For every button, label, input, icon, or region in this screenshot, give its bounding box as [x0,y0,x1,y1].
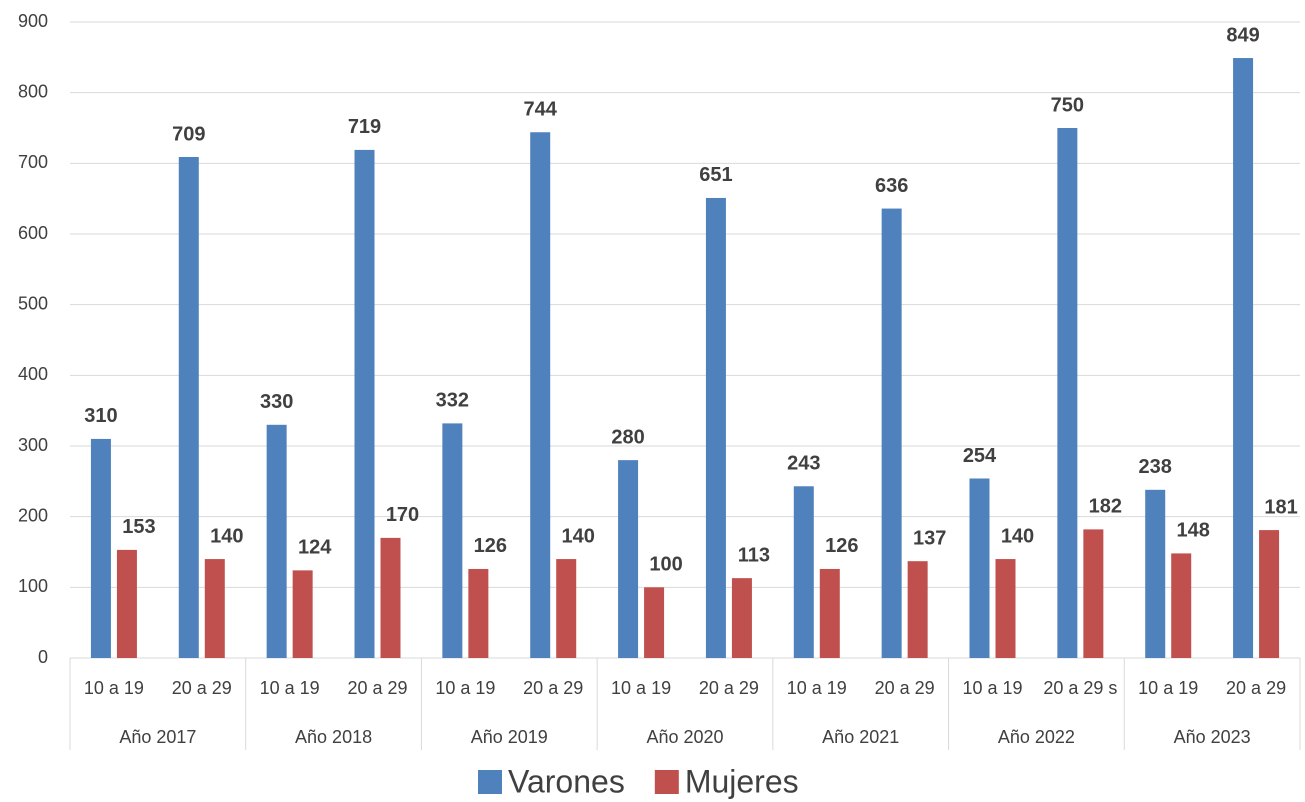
value-label: 140 [562,525,595,547]
value-label: 636 [875,175,908,197]
y-tick-label: 0 [38,647,48,667]
y-tick-label: 700 [18,152,48,172]
bar [90,438,111,658]
value-label: 170 [386,504,419,526]
value-label: 254 [963,445,997,467]
group-label: Año 2023 [1174,727,1251,747]
value-label: 100 [649,554,682,576]
bar [1171,553,1192,658]
y-tick-label: 100 [18,576,48,596]
bar [380,537,401,658]
y-tick-label: 600 [18,223,48,243]
group-label: Año 2020 [646,727,723,747]
x-tick-label: 10 a 19 [1138,678,1198,698]
bar [705,197,726,658]
group-label: Año 2022 [998,727,1075,747]
bar [907,561,928,658]
value-label: 310 [84,405,117,427]
value-label: 140 [1001,525,1034,547]
bar [442,423,463,658]
bar [292,570,313,658]
value-label: 651 [699,164,732,186]
bar [618,460,639,658]
value-label: 709 [172,123,205,145]
x-tick-label: 10 a 19 [435,678,495,698]
value-label: 140 [210,525,243,547]
bar [468,568,489,658]
value-label: 148 [1177,520,1210,542]
y-tick-label: 800 [18,81,48,101]
value-label: 113 [738,544,770,566]
y-tick-label: 300 [18,435,48,455]
bar [266,424,287,658]
x-tick-label: 10 a 19 [260,678,320,698]
bar [819,568,840,658]
bar [1233,58,1254,659]
value-label: 182 [1089,496,1122,518]
x-tick-label: 10 a 19 [962,678,1022,698]
x-tick-label: 20 a 29 [172,678,232,698]
value-label: 126 [474,535,507,557]
value-label: 181 [1264,496,1297,518]
bar [881,208,902,658]
value-label: 330 [260,391,293,413]
bar [793,486,814,658]
value-label: 153 [122,516,155,538]
bar [116,549,137,658]
bar [995,559,1016,658]
bar [1145,489,1166,658]
x-tick-label: 10 a 19 [787,678,847,698]
legend-swatch [654,770,679,794]
x-tick-label: 20 a 29 [523,678,583,698]
group-label: Año 2019 [471,727,548,747]
y-tick-label: 900 [18,11,48,31]
bar [1083,529,1104,658]
bar [1259,530,1280,658]
value-label: 238 [1139,456,1172,478]
value-label: 849 [1226,24,1259,46]
bar [731,578,752,658]
bar [556,559,577,658]
bar [969,478,990,658]
bar [1057,128,1078,658]
x-tick-label: 10 a 19 [611,678,671,698]
bar [354,149,375,658]
group-label: Año 2018 [295,727,372,747]
y-tick-label: 200 [18,505,48,525]
bar [178,156,199,658]
x-tick-label: 20 a 29 s [1043,678,1117,698]
value-label: 744 [524,99,558,121]
value-label: 280 [611,426,644,448]
legend-label: Mujeres [685,763,799,799]
x-tick-label: 20 a 29 [1226,678,1286,698]
value-label: 719 [348,116,381,138]
x-tick-label: 20 a 29 [875,678,935,698]
legend-label: Varones [508,763,625,799]
bar [530,132,551,659]
bar [204,559,225,658]
x-tick-label: 20 a 29 [347,678,407,698]
value-label: 124 [298,537,332,559]
value-label: 126 [825,535,858,557]
value-label: 750 [1051,94,1084,116]
value-label: 137 [913,527,946,549]
x-tick-label: 20 a 29 [699,678,759,698]
value-label: 243 [787,453,820,475]
y-tick-label: 500 [18,293,48,313]
group-label: Año 2017 [119,727,196,747]
group-label: Año 2021 [822,727,899,747]
value-label: 332 [436,390,469,412]
y-tick-label: 400 [18,364,48,384]
legend-swatch [478,770,502,794]
bar [644,587,665,658]
x-tick-label: 10 a 19 [84,678,144,698]
